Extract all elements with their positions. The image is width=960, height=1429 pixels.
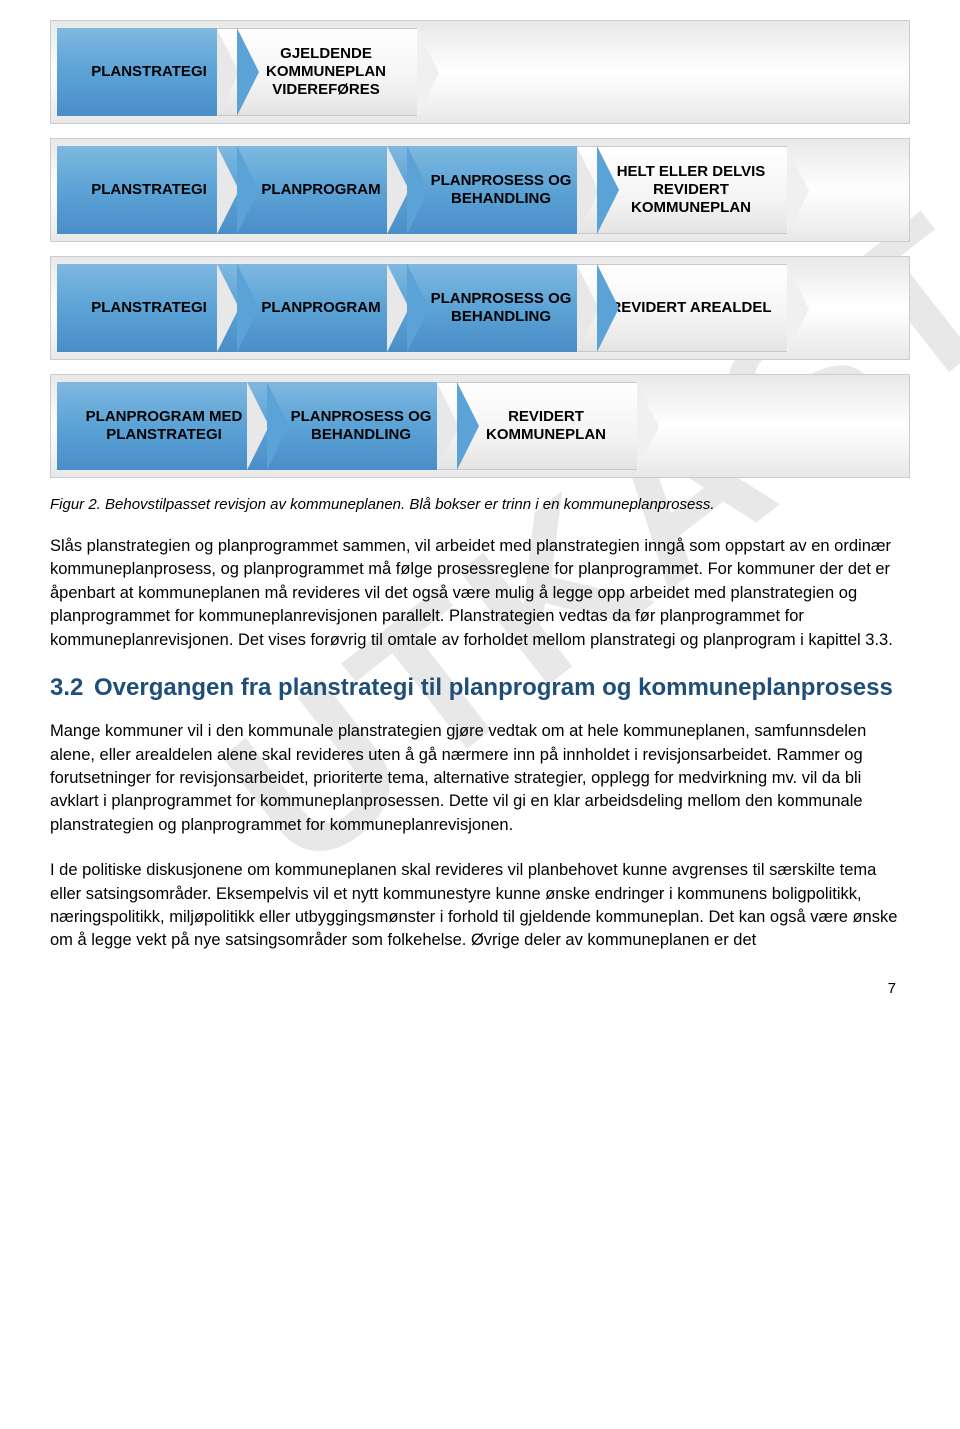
flow-box-label: PLANPROSESS OG BEHANDLING <box>277 408 445 444</box>
flow-row-3: PLANPROGRAM MED PLANSTRATEGI PLANPROSESS … <box>50 374 910 478</box>
flow-box-label: REVIDERT KOMMUNEPLAN <box>467 408 625 444</box>
flow-box-label: PLANPROSESS OG BEHANDLING <box>417 290 585 326</box>
heading-number: 3.2 <box>50 674 94 702</box>
page-number: 7 <box>888 980 896 997</box>
flow-box-label: PLANPROGRAM <box>261 299 380 317</box>
flow-row-0: PLANSTRATEGI GJELDENDE KOMMUNEPLAN VIDERE… <box>50 20 910 124</box>
flow-box-label: GJELDENDE KOMMUNEPLAN VIDEREFØRES <box>247 45 405 99</box>
flow-box: PLANSTRATEGI <box>57 264 237 352</box>
flow-row-2: PLANSTRATEGI PLANPROGRAM PLANPROSESS OG BE… <box>50 256 910 360</box>
flow-box: PLANSTRATEGI <box>57 28 237 116</box>
flow-box-label: REVIDERT AREALDEL <box>610 299 771 317</box>
paragraph-3: I de politiske diskusjonene om kommunepl… <box>50 859 910 953</box>
flow-box: PLANSTRATEGI <box>57 146 237 234</box>
flowchart-container: PLANSTRATEGI GJELDENDE KOMMUNEPLAN VIDERE… <box>50 20 910 478</box>
page-content: PLANSTRATEGI GJELDENDE KOMMUNEPLAN VIDERE… <box>50 20 910 953</box>
flow-box-label: PLANSTRATEGI <box>91 181 207 199</box>
figure-caption: Figur 2. Behovstilpasset revisjon av kom… <box>50 496 910 513</box>
heading-text: Overgangen fra planstrategi til planprog… <box>94 674 910 702</box>
flow-box: PLANPROGRAM MED PLANSTRATEGI <box>57 382 267 470</box>
flow-box-label: PLANPROGRAM <box>261 181 380 199</box>
flow-box-label: PLANSTRATEGI <box>91 63 207 81</box>
section-heading: 3.2 Overgangen fra planstrategi til plan… <box>50 674 910 702</box>
flow-box-label: HELT ELLER DELVIS REVIDERT KOMMUNEPLAN <box>607 163 775 217</box>
flow-box-label: PLANPROGRAM MED PLANSTRATEGI <box>73 408 255 444</box>
paragraph-2: Mange kommuner vil i den kommunale plans… <box>50 720 910 837</box>
paragraph-1: Slås planstrategien og planprogrammet sa… <box>50 535 910 652</box>
flow-row-1: PLANSTRATEGI PLANPROGRAM PLANPROSESS OG BE… <box>50 138 910 242</box>
flow-box-label: PLANSTRATEGI <box>91 299 207 317</box>
flow-box-label: PLANPROSESS OG BEHANDLING <box>417 172 585 208</box>
